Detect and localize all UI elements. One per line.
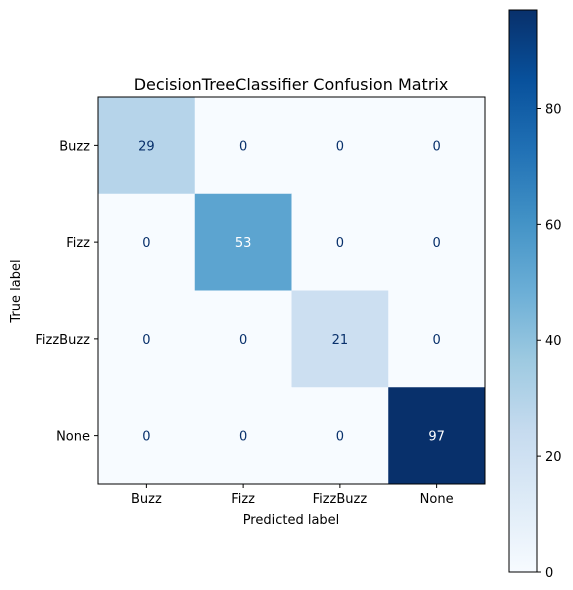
heatmap-cell xyxy=(291,387,389,485)
y-tick-label: Buzz xyxy=(59,139,90,154)
heatmap-cell xyxy=(194,193,292,291)
x-tick-label: Fizz xyxy=(231,492,255,507)
cell-value-label: 29 xyxy=(138,139,155,154)
cell-value-label: 0 xyxy=(239,430,247,445)
x-axis-label: Predicted label xyxy=(243,513,340,528)
cell-value-label: 0 xyxy=(142,430,150,445)
heatmap-cell xyxy=(291,290,389,388)
colorbar-tick-label: 40 xyxy=(545,334,562,349)
colorbar-tick-label: 80 xyxy=(545,102,562,117)
heatmap-cell xyxy=(194,290,292,388)
cell-value-label: 0 xyxy=(432,139,440,154)
cell-value-label: 0 xyxy=(336,430,344,445)
cell-value-label: 0 xyxy=(336,139,344,154)
y-tick-label: FizzBuzz xyxy=(35,333,90,348)
x-tick-label: None xyxy=(420,492,454,507)
x-tick-label: Buzz xyxy=(131,492,162,507)
heatmap-cell xyxy=(98,193,196,291)
cell-value-label: 0 xyxy=(239,139,247,154)
heatmap-cell xyxy=(388,290,486,388)
heatmap-cell xyxy=(291,193,389,291)
chart-title: DecisionTreeClassifier Confusion Matrix xyxy=(134,75,449,94)
colorbar-tick-label: 0 xyxy=(545,566,553,581)
heatmap-cell xyxy=(194,97,292,195)
cell-value-label: 0 xyxy=(239,333,247,348)
cell-value-label: 0 xyxy=(142,333,150,348)
matrix-frame xyxy=(97,96,486,485)
heatmap-cell xyxy=(388,97,486,195)
heatmap-cell xyxy=(291,97,389,195)
x-axis-ticks: Buzz Fizz FizzBuzz None xyxy=(131,484,454,507)
x-tick-label: FizzBuzz xyxy=(313,492,368,507)
y-tick-label: None xyxy=(56,430,90,445)
colorbar-tick-label: 20 xyxy=(545,450,562,465)
cell-value-labels: 29 0 0 0 0 53 0 0 0 0 21 0 0 0 0 97 xyxy=(138,139,445,444)
heatmap-cell xyxy=(98,387,196,485)
cell-value-label: 97 xyxy=(428,430,445,445)
heatmap-cell xyxy=(98,290,196,388)
y-axis-label: True label xyxy=(9,259,24,323)
colorbar-ticks: 0 20 40 60 80 xyxy=(537,102,562,581)
y-tick-label: Fizz xyxy=(66,236,90,251)
cell-value-label: 0 xyxy=(432,236,440,251)
heatmap-cell xyxy=(194,387,292,485)
colorbar-tick-label: 60 xyxy=(545,218,562,233)
heatmap-cell xyxy=(98,97,196,195)
cell-value-label: 0 xyxy=(336,236,344,251)
cell-value-label: 0 xyxy=(142,236,150,251)
cell-value-label: 53 xyxy=(235,236,252,251)
cell-value-label: 21 xyxy=(332,333,349,348)
y-axis-ticks: Buzz Fizz FizzBuzz None xyxy=(35,139,98,445)
cell-value-label: 0 xyxy=(432,333,440,348)
heatmap-cell xyxy=(388,193,486,291)
heatmap-cells xyxy=(98,97,486,485)
heatmap-cell xyxy=(388,387,486,485)
colorbar xyxy=(508,9,538,573)
